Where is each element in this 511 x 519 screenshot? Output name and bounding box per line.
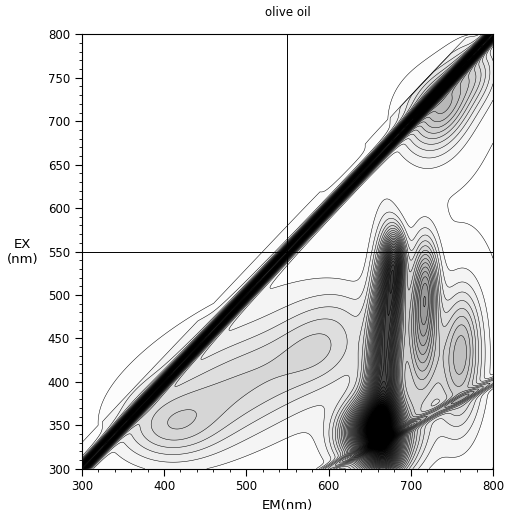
Text: olive oil: olive oil [265,6,310,19]
Y-axis label: EX
(nm): EX (nm) [7,238,38,266]
X-axis label: EM(nm): EM(nm) [262,499,313,512]
